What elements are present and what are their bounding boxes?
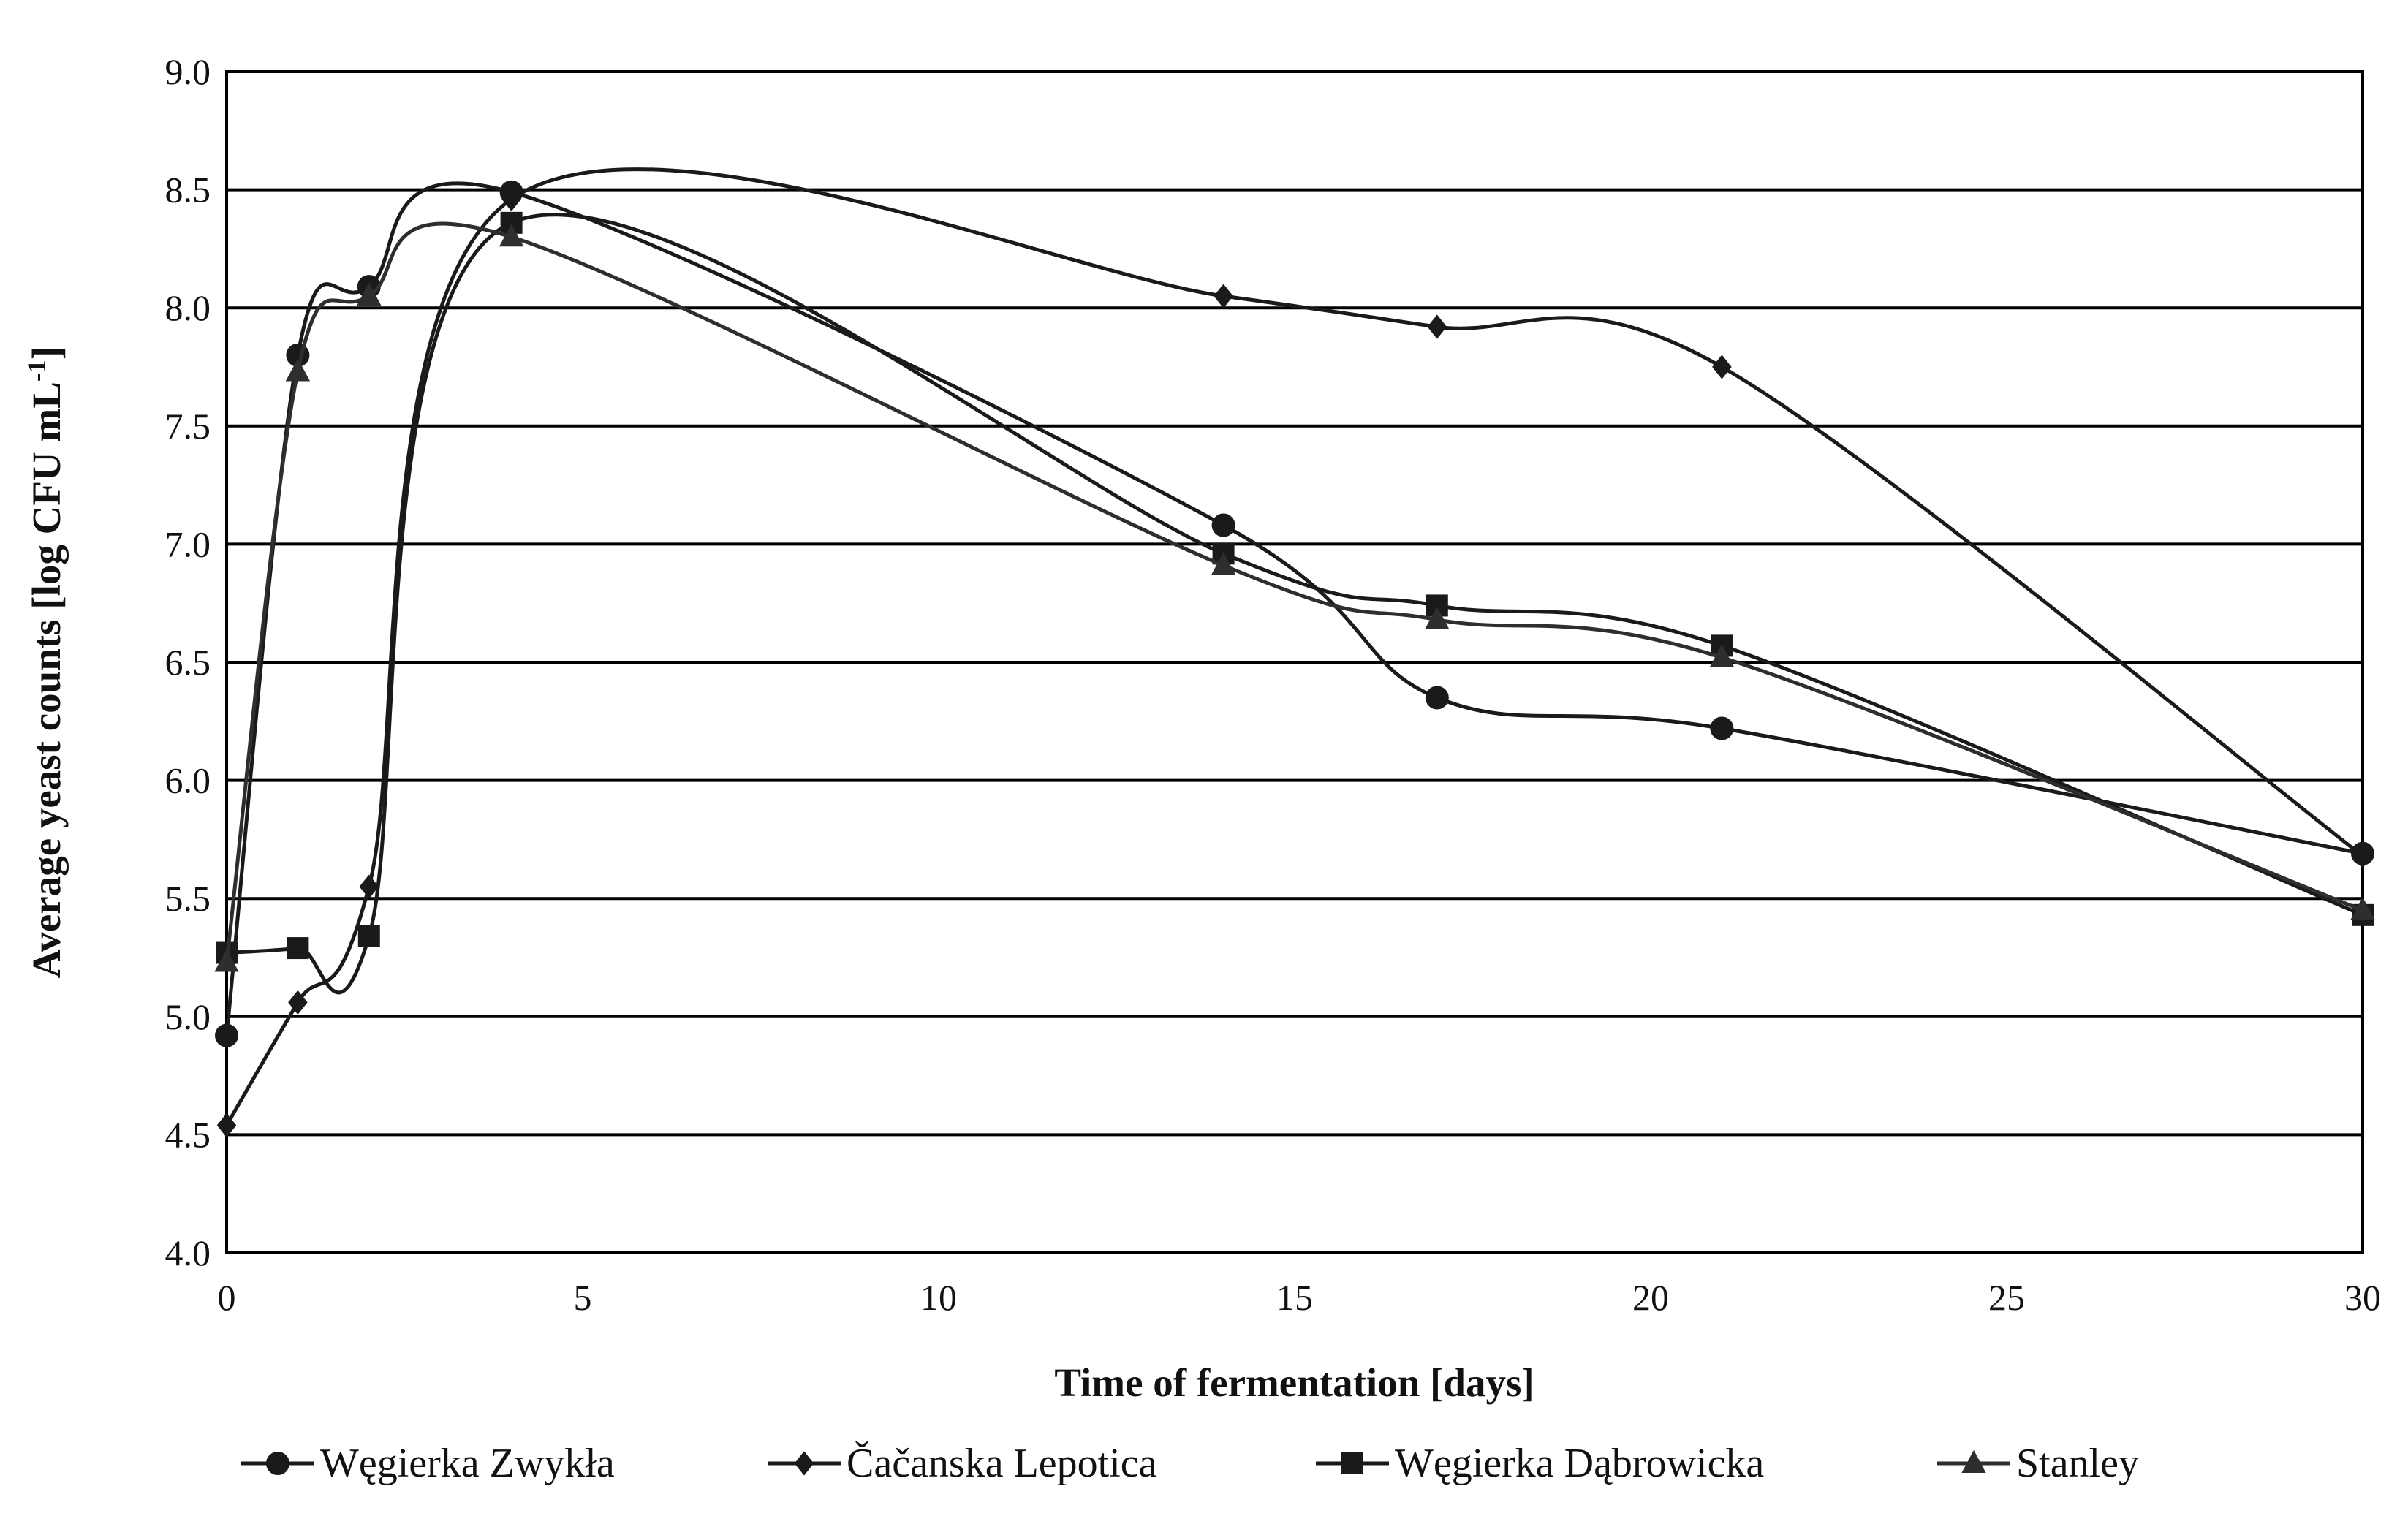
y-axis-title-main: Average yeast counts [log CFU mL xyxy=(24,382,69,978)
data-point-circle xyxy=(1425,686,1449,710)
series-line xyxy=(224,221,2365,964)
data-point-triangle xyxy=(285,358,311,382)
y-tick-label: 8.5 xyxy=(165,170,211,211)
y-tick-label: 7.5 xyxy=(165,406,211,447)
data-point-triangle xyxy=(1709,644,1735,667)
data-point-triangle xyxy=(1211,552,1236,575)
series-line xyxy=(224,167,2365,1127)
legend-item: Čačanska Lepotica xyxy=(768,1440,1157,1486)
legend-marker-diamond xyxy=(794,1451,814,1476)
x-tick-label: 20 xyxy=(1632,1277,1669,1318)
data-point-triangle xyxy=(2350,897,2375,920)
x-tick-label: 0 xyxy=(218,1277,236,1318)
series-triangle xyxy=(214,221,2375,972)
y-tick-label: 6.0 xyxy=(165,760,211,801)
x-tick-label: 25 xyxy=(1988,1277,2025,1318)
y-tick-label: 9.0 xyxy=(165,51,211,92)
data-point-diamond xyxy=(501,186,521,212)
data-point-triangle xyxy=(214,949,239,972)
data-point-diamond xyxy=(1427,314,1447,339)
data-point-diamond xyxy=(1712,355,1732,379)
y-axis-title-suffix: ] xyxy=(24,346,69,360)
legend-item: Węgierka Zwykła xyxy=(241,1441,615,1486)
data-point-circle xyxy=(1710,716,1734,740)
data-point-triangle xyxy=(499,224,524,247)
data-point-circle xyxy=(1211,513,1235,537)
y-axis-title-superscript: -1 xyxy=(22,360,51,382)
series-square xyxy=(216,211,2374,995)
series-layer xyxy=(214,167,2375,1138)
legend: Węgierka Zwykła Čačanska Lepotica Węgierka… xyxy=(241,1440,2139,1486)
tick-labels: 4.0 4.5 5.0 5.5 6.0 6.5 7.0 7.5 8.0 8.5 9.0 0 5 10 15 2… xyxy=(165,51,2382,1318)
y-axis-title: Average yeast counts [log CFU mL-1] xyxy=(22,346,69,979)
legend-marker-triangle xyxy=(1961,1449,1986,1473)
series-line xyxy=(224,181,2365,1038)
legend-label: Węgierka Dąbrowicka xyxy=(1395,1441,1764,1486)
data-point-triangle xyxy=(1425,606,1450,629)
legend-item: Węgierka Dąbrowicka xyxy=(1316,1441,1764,1486)
y-tick-label: 5.0 xyxy=(165,996,211,1037)
data-point-diamond xyxy=(216,1113,237,1138)
series-diamond xyxy=(216,167,2373,1138)
data-point-square xyxy=(357,925,380,947)
x-tick-label: 30 xyxy=(2344,1277,2381,1318)
data-point-circle xyxy=(215,1023,238,1047)
y-tick-label: 6.5 xyxy=(165,642,211,683)
legend-label: Węgierka Zwykła xyxy=(320,1441,615,1486)
legend-label: Čačanska Lepotica xyxy=(847,1440,1157,1486)
y-tick-label: 5.5 xyxy=(165,878,211,919)
y-tick-label: 7.0 xyxy=(165,523,211,564)
legend-label: Stanley xyxy=(2016,1441,2139,1486)
data-point-diamond xyxy=(2352,844,2373,868)
legend-marker-square xyxy=(1341,1452,1363,1474)
data-point-diamond xyxy=(359,874,379,899)
data-point-diamond xyxy=(288,990,308,1015)
plot-frame xyxy=(225,70,2364,1254)
x-axis-title: Time of fermentation [days] xyxy=(1054,1360,1534,1405)
y-tick-label: 4.0 xyxy=(165,1232,211,1273)
data-point-triangle xyxy=(357,282,382,306)
legend-marker-circle xyxy=(266,1452,289,1475)
y-tick-label: 8.0 xyxy=(165,287,211,328)
data-point-diamond xyxy=(1214,284,1233,308)
legend-item: Stanley xyxy=(1937,1441,2139,1486)
series-line xyxy=(224,213,2365,995)
data-point-square xyxy=(287,937,309,960)
x-tick-label: 15 xyxy=(1276,1277,1313,1318)
x-tick-label: 5 xyxy=(574,1277,592,1318)
x-tick-label: 10 xyxy=(920,1277,957,1318)
y-tick-label: 4.5 xyxy=(165,1114,211,1155)
series-circle xyxy=(215,180,2374,1047)
